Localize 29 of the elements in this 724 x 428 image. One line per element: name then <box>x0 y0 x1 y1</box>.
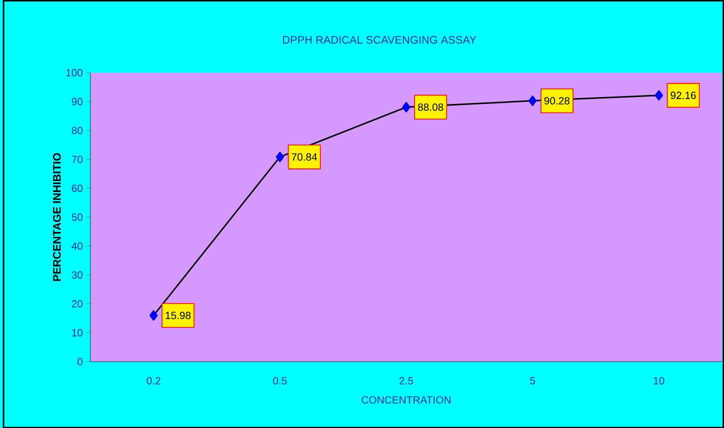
x-tick-label: 5 <box>530 376 535 384</box>
y-tick-label: 60 <box>72 184 83 192</box>
y-tick-label: 40 <box>72 242 83 250</box>
point <box>402 102 410 112</box>
x-axis-title: CONCENTRATION <box>362 396 450 404</box>
point <box>528 95 537 106</box>
y-tick-label: 20 <box>72 300 83 308</box>
y-tick-label: 70 <box>72 156 83 163</box>
data-label: 92.16 <box>670 92 696 99</box>
data-label: 15.98 <box>166 312 191 319</box>
y-tick-label: 0 <box>78 358 83 366</box>
y-tick-label: 80 <box>72 126 83 134</box>
y-tick-label: 90 <box>72 98 83 106</box>
data-label: 88.08 <box>418 103 444 111</box>
y-tick-label: 100 <box>66 68 83 76</box>
x-tick-label: 0.5 <box>273 376 287 384</box>
point <box>149 310 158 321</box>
y-axis-title: PERCENTAGE INHIBITIO <box>53 152 61 281</box>
x-tick-label: 0.2 <box>146 376 160 384</box>
y-tick-label: 10 <box>72 328 83 336</box>
data-label: 70.84 <box>292 153 318 160</box>
data-label: 90.28 <box>544 96 570 104</box>
x-tick-label: 10 <box>654 376 664 384</box>
point <box>654 90 663 100</box>
y-tick-label: 50 <box>72 213 83 221</box>
x-tick-label: 2.5 <box>400 376 414 384</box>
y-tick-label: 30 <box>72 271 83 278</box>
point <box>276 152 284 162</box>
chart-title: DPPH RADICAL SCAVENGING ASSAY <box>283 36 476 44</box>
